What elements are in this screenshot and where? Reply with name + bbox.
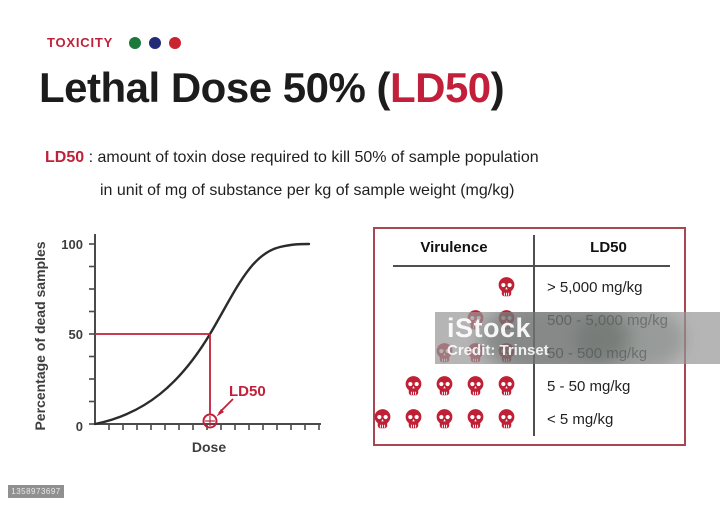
skull-icon bbox=[496, 375, 517, 398]
legend-dot bbox=[149, 36, 162, 49]
watermark-shadow-blob bbox=[480, 312, 630, 364]
skull-icon bbox=[403, 408, 424, 431]
table-row: < 5 mg/kg bbox=[372, 403, 684, 436]
definition-text: amount of toxin dose required to kill 50… bbox=[97, 149, 539, 166]
definition-line2: in unit of mg of substance per kg of sam… bbox=[100, 182, 515, 199]
virulence-cell bbox=[372, 408, 533, 431]
skull-icon bbox=[434, 375, 455, 398]
ld50-annotation-label: LD50 bbox=[229, 383, 266, 400]
watermark-credit: Credit: Trinset bbox=[447, 342, 549, 359]
table-row: 5 - 50 mg/kg bbox=[375, 370, 684, 403]
sigmoid-curve bbox=[93, 242, 311, 426]
skull-icon bbox=[372, 408, 393, 431]
eyebrow-label: TOXICITY bbox=[47, 35, 114, 50]
dot-group bbox=[129, 36, 182, 49]
image-id-badge: 1358973697 bbox=[8, 485, 64, 498]
y-tick-0: 0 bbox=[76, 419, 83, 434]
ld50-cell: > 5,000 mg/kg bbox=[547, 279, 643, 296]
y-axis-label: Percentage of dead samples bbox=[32, 241, 48, 430]
definition: LD50 : amount of toxin dose required to … bbox=[45, 141, 539, 207]
definition-separator: : bbox=[84, 149, 98, 166]
x-axis-ticks bbox=[108, 424, 320, 430]
skull-icon bbox=[465, 375, 486, 398]
definition-line1: LD50 : amount of toxin dose required to … bbox=[45, 141, 539, 174]
watermark-shadow-blob bbox=[575, 312, 685, 364]
skull-icon bbox=[403, 375, 424, 398]
ld50-marker bbox=[202, 413, 218, 429]
x-axis-label: Dose bbox=[192, 439, 226, 455]
column-header-virulence: Virulence bbox=[420, 238, 488, 256]
ld50-cell: < 5 mg/kg bbox=[547, 411, 614, 428]
dose-response-chart: 0 50 100 Percentage of dead samples Dose… bbox=[32, 234, 321, 455]
table-header: Virulence LD50 bbox=[375, 229, 684, 265]
column-header-ld50: LD50 bbox=[590, 238, 627, 256]
y-tick-50: 50 bbox=[69, 327, 83, 342]
legend-dot bbox=[129, 36, 142, 49]
ld50-annotation: LD50 bbox=[95, 333, 266, 429]
table-row: > 5,000 mg/kg bbox=[375, 271, 684, 304]
y-tick-100: 100 bbox=[61, 237, 83, 252]
skull-icon bbox=[496, 408, 517, 431]
virulence-cell bbox=[375, 276, 533, 299]
legend-dot bbox=[169, 36, 182, 49]
title-prefix: Lethal Dose 50% ( bbox=[39, 64, 390, 111]
header-rule bbox=[393, 265, 670, 267]
virulence-cell bbox=[375, 375, 533, 398]
page-title: Lethal Dose 50% (LD50) bbox=[39, 64, 505, 112]
definition-term: LD50 bbox=[45, 149, 85, 166]
skull-icon bbox=[496, 276, 517, 299]
skull-icon bbox=[465, 408, 486, 431]
skull-icon bbox=[434, 408, 455, 431]
ld50-cell: 5 - 50 mg/kg bbox=[547, 378, 631, 395]
title-highlight: LD50 bbox=[389, 64, 491, 111]
watermark-brand: iStock bbox=[447, 313, 532, 343]
watermark-band: iStock Credit: Trinset bbox=[435, 312, 720, 364]
eyebrow: TOXICITY bbox=[47, 35, 182, 50]
title-suffix: ) bbox=[490, 64, 505, 111]
